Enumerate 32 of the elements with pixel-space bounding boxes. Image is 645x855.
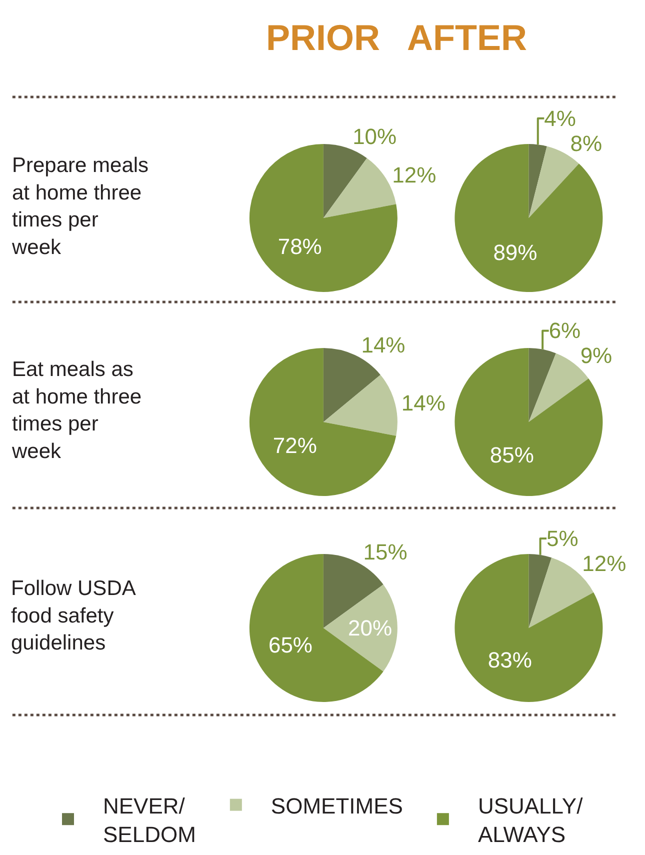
pie-slice: [528, 554, 552, 628]
data-label: 89%: [493, 240, 538, 265]
text: Eat meals as at home three times per week: [11, 358, 142, 463]
chart-title: PRIOR: [266, 17, 380, 58]
pie-slice: [528, 348, 556, 422]
data-label: 14%: [401, 390, 446, 416]
legend-label: SOMETIMES: [270, 793, 403, 818]
data-label: 10%: [352, 124, 397, 149]
legend-label: NEVER/ SELDOM: [103, 793, 196, 847]
data-label: 6%: [548, 318, 581, 344]
text: Prepare meals at home three times per week: [11, 154, 149, 259]
text: Follow USDA food safety guidelines: [11, 577, 136, 655]
pie-slice: [528, 144, 547, 218]
data-label: 14%: [361, 332, 406, 358]
chart-title: AFTER: [407, 17, 527, 58]
data-label: 9%: [580, 343, 612, 368]
data-label: 8%: [570, 130, 602, 156]
pie-slice: [323, 374, 398, 436]
data-label: 85%: [490, 442, 534, 468]
data-label: 83%: [488, 647, 532, 672]
pie-slice: [323, 584, 398, 672]
data-label: 4%: [544, 106, 576, 131]
data-label: 65%: [268, 632, 312, 658]
data-label: 15%: [363, 540, 408, 565]
data-label: 72%: [272, 433, 317, 458]
legend-label: USUALLY/ ALWAYS: [478, 793, 584, 847]
data-label: 78%: [278, 234, 322, 260]
data-label: 5%: [546, 526, 578, 552]
pie-slice: [323, 144, 367, 218]
data-label: 20%: [348, 616, 392, 640]
data-label: 12%: [392, 162, 436, 188]
data-label: 12%: [582, 551, 626, 576]
